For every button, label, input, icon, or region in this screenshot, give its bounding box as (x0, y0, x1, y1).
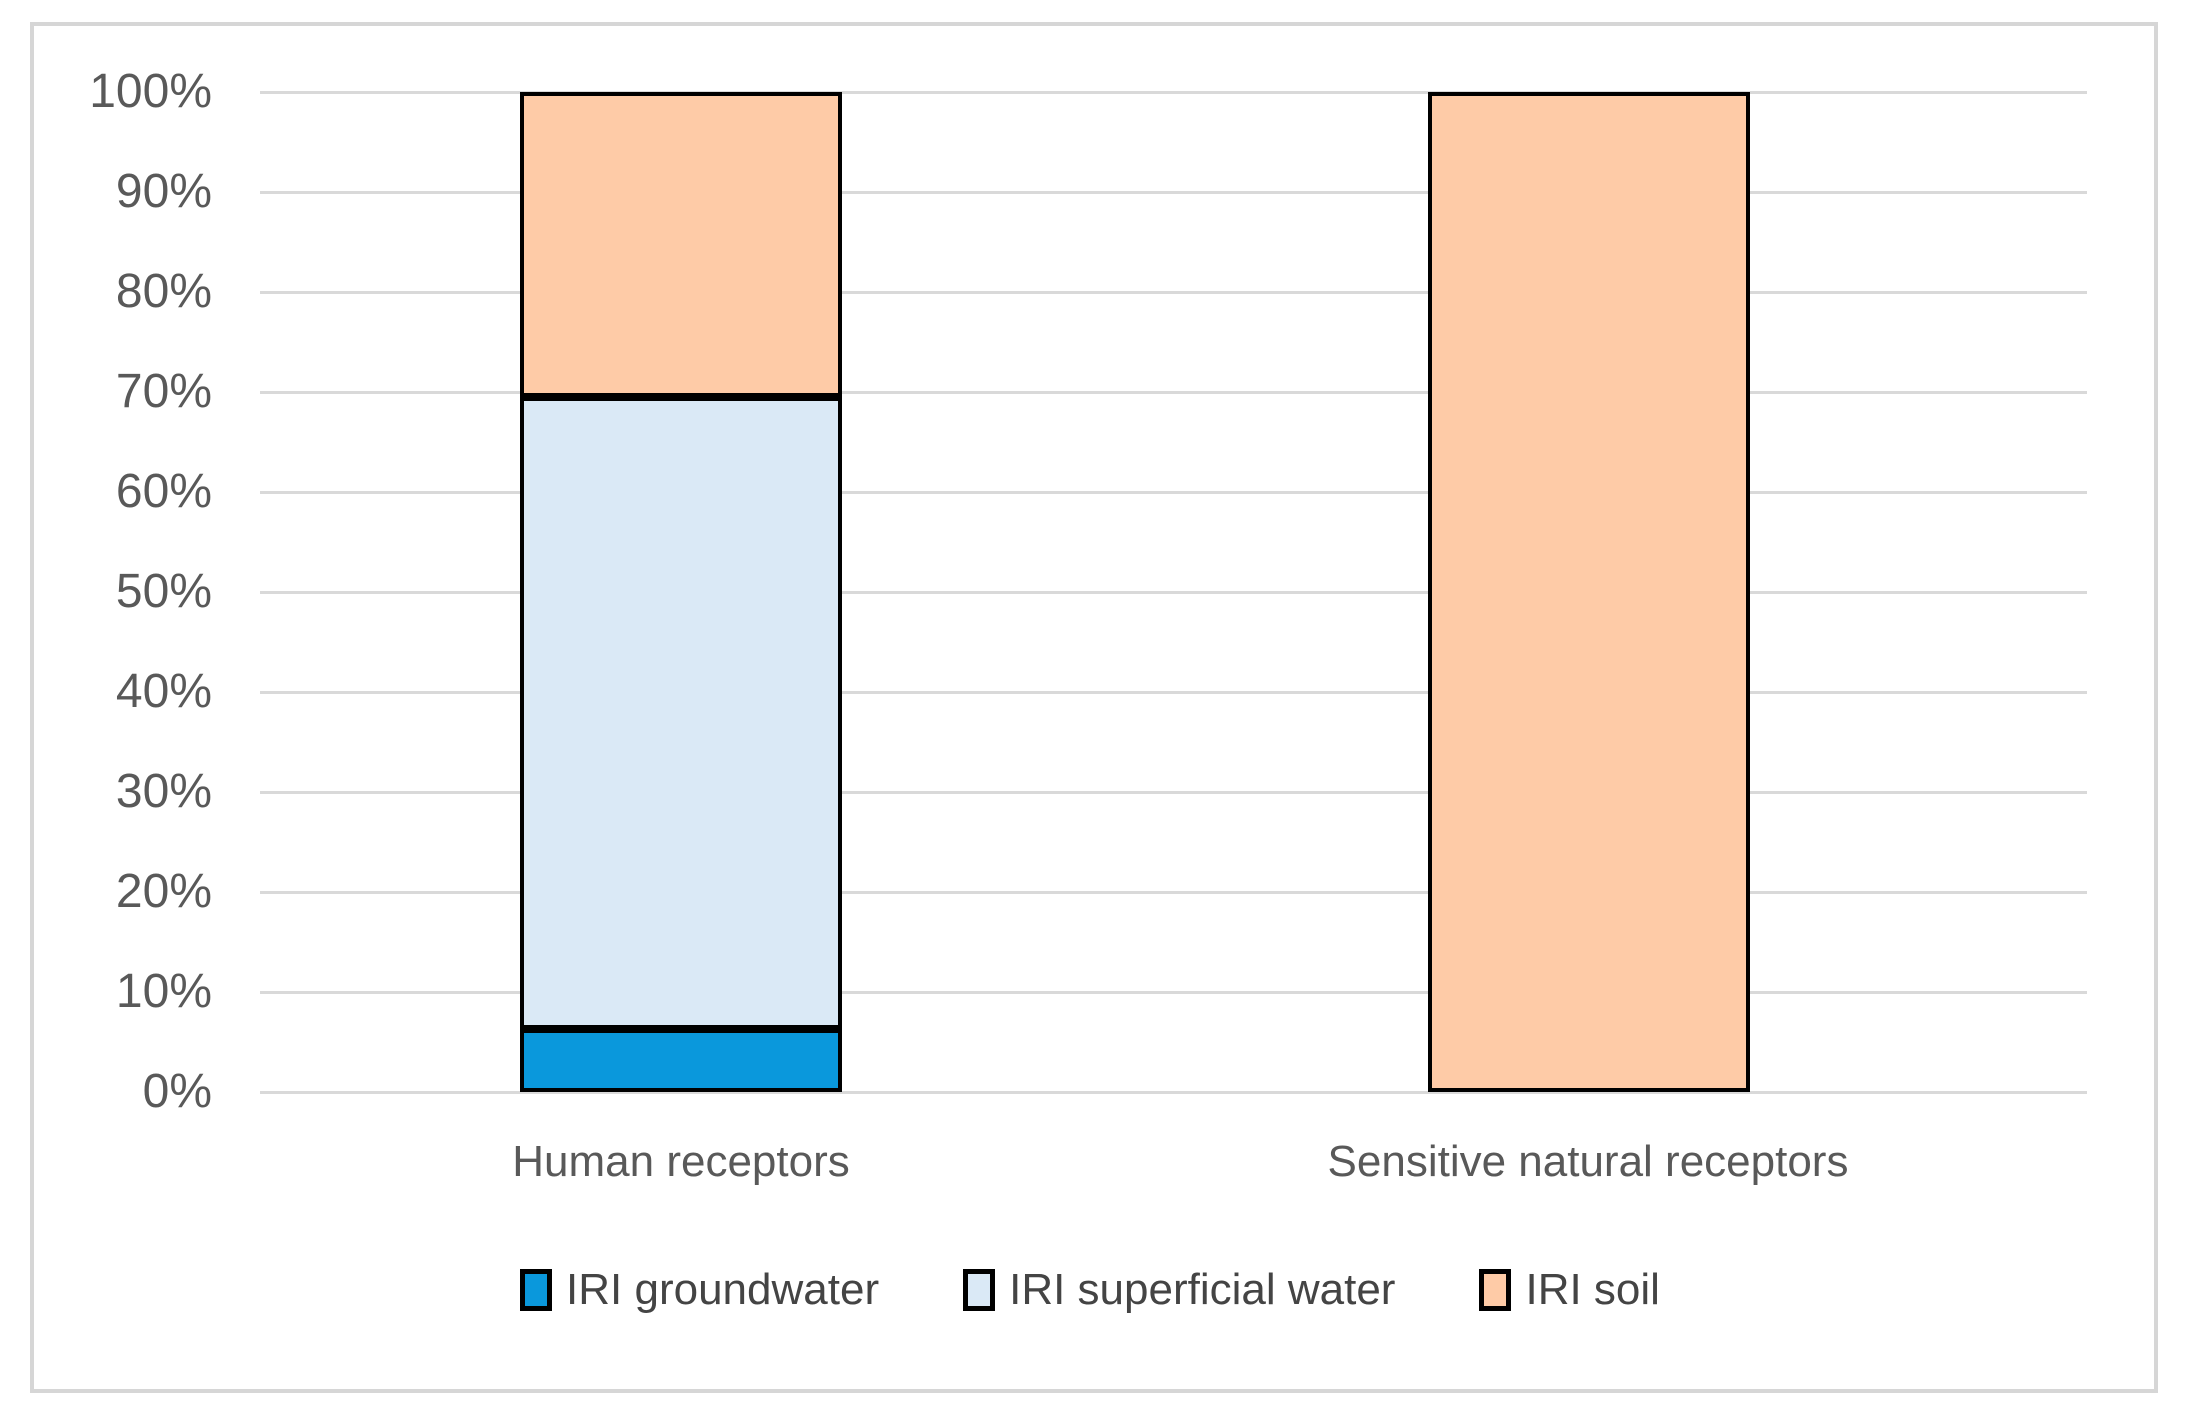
bar-segment-iri-soil (520, 92, 842, 397)
category-label: Human receptors (512, 1137, 850, 1186)
y-tick-label: 30% (115, 765, 212, 818)
bar-segment-iri-superficial-water (520, 397, 842, 1029)
gridline-10% (260, 991, 2087, 994)
gridline-70% (260, 391, 2087, 394)
gridline-40% (260, 691, 2087, 694)
y-tick-label: 0% (142, 1065, 212, 1118)
legend: IRI groundwater IRI superficial water IRI … (30, 1262, 2150, 1318)
gridline-20% (260, 891, 2087, 894)
y-tick-label: 90% (115, 165, 212, 218)
legend-swatch-icon (520, 1269, 553, 1311)
y-tick-label: 60% (115, 465, 212, 518)
legend-swatch-icon (1479, 1269, 1512, 1311)
gridline-0% (260, 1091, 2087, 1094)
legend-item-iri-soil: IRI soil (1479, 1262, 1660, 1318)
y-tick-label: 70% (115, 365, 212, 418)
category-label: Sensitive natural receptors (1327, 1137, 1849, 1186)
legend-label: IRI groundwater (566, 1265, 880, 1314)
legend-item-iri-superficial-water: IRI superficial water (963, 1262, 1395, 1318)
y-tick-label: 10% (115, 965, 212, 1018)
y-tick-label: 80% (115, 265, 212, 318)
bar-segment-iri-soil (1428, 92, 1750, 1092)
gridline-30% (260, 791, 2087, 794)
gridline-50% (260, 591, 2087, 594)
y-tick-label: 100% (89, 65, 212, 118)
y-tick-label: 40% (115, 665, 212, 718)
bar-segment-iri-groundwater (520, 1029, 842, 1092)
gridline-100% (260, 91, 2087, 94)
chart-frame (30, 22, 2158, 1393)
y-tick-label: 20% (115, 865, 212, 918)
legend-swatch-icon (963, 1269, 996, 1311)
legend-label: IRI superficial water (1009, 1265, 1396, 1314)
gridline-90% (260, 191, 2087, 194)
legend-label: IRI soil (1525, 1265, 1660, 1314)
gridline-80% (260, 291, 2087, 294)
gridline-60% (260, 491, 2087, 494)
legend-item-iri-groundwater: IRI groundwater (520, 1262, 879, 1318)
y-tick-label: 50% (115, 565, 212, 618)
